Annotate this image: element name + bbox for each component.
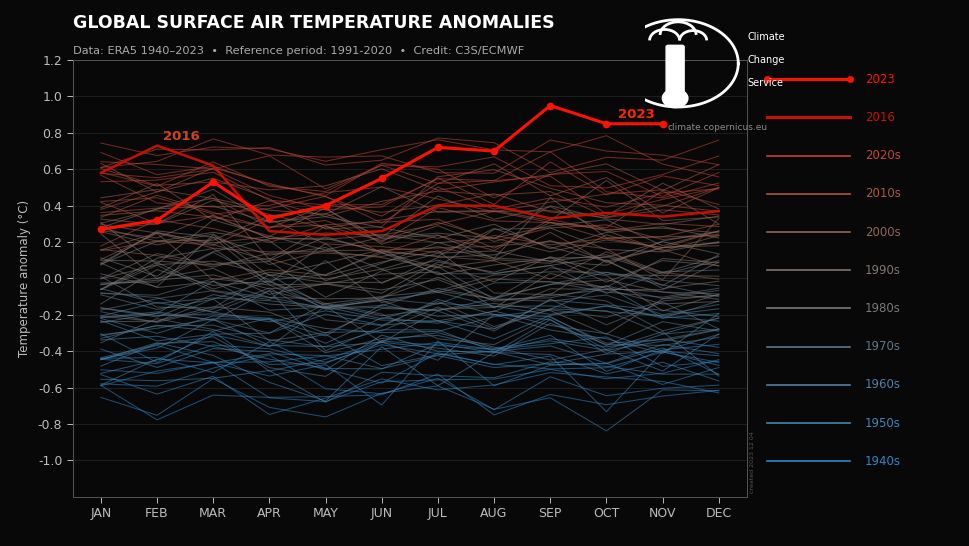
Text: 1940s: 1940s xyxy=(864,455,900,468)
Text: created 2023 12 04: created 2023 12 04 xyxy=(749,431,754,493)
Text: 1990s: 1990s xyxy=(864,264,900,277)
Text: 1980s: 1980s xyxy=(864,302,900,315)
Text: climate.copernicus.eu: climate.copernicus.eu xyxy=(667,123,767,132)
Text: 1960s: 1960s xyxy=(864,378,900,391)
Text: 2023: 2023 xyxy=(617,108,654,121)
Text: 2000s: 2000s xyxy=(864,225,900,239)
Text: 1970s: 1970s xyxy=(864,340,900,353)
Text: Change: Change xyxy=(746,55,784,65)
Text: 2016: 2016 xyxy=(864,111,894,124)
Text: 2010s: 2010s xyxy=(864,187,900,200)
Text: 2016: 2016 xyxy=(163,130,200,143)
FancyBboxPatch shape xyxy=(666,45,683,98)
Text: Data: ERA5 1940–2023  •  Reference period: 1991-2020  •  Credit: C3S/ECMWF: Data: ERA5 1940–2023 • Reference period:… xyxy=(73,46,523,56)
Text: 2023: 2023 xyxy=(864,73,893,86)
Text: Service: Service xyxy=(746,78,783,88)
Circle shape xyxy=(662,89,687,108)
Text: GLOBAL SURFACE AIR TEMPERATURE ANOMALIES: GLOBAL SURFACE AIR TEMPERATURE ANOMALIES xyxy=(73,14,554,32)
Text: 2020s: 2020s xyxy=(864,149,900,162)
Text: Climate: Climate xyxy=(746,32,784,42)
Text: 1950s: 1950s xyxy=(864,417,900,430)
Y-axis label: Temperature anomaly (°C): Temperature anomaly (°C) xyxy=(17,200,31,357)
